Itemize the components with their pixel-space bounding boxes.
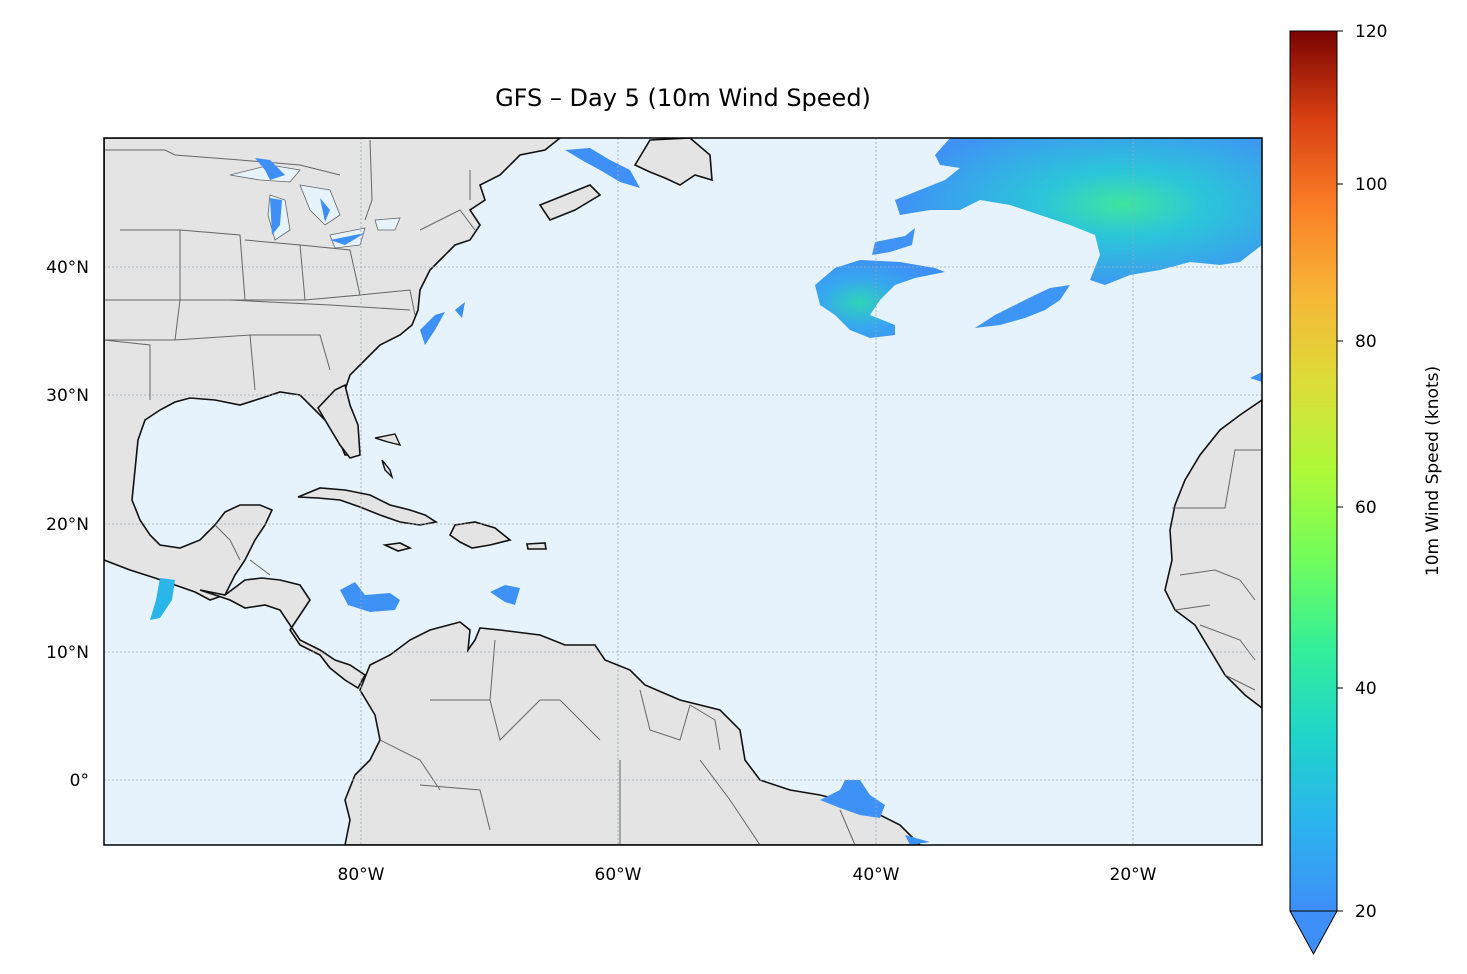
y-tick-10n: 10°N bbox=[46, 643, 89, 663]
wind-tehuantepec bbox=[150, 578, 175, 620]
colorbar-gradient bbox=[1289, 30, 1338, 912]
colorbar-tick-100: 100 bbox=[1355, 175, 1387, 195]
colorbar: 120 100 80 60 40 20 10m Wind Speed (knot… bbox=[1289, 22, 1443, 956]
land-nova-scotia bbox=[538, 184, 602, 221]
land-south-america bbox=[344, 621, 922, 845]
land-central-america bbox=[199, 577, 367, 690]
wind-field bbox=[150, 138, 1262, 845]
land-cuba bbox=[297, 487, 439, 526]
colorbar-ticks bbox=[1337, 30, 1343, 912]
colorbar-label: 10m Wind Speed (knots) bbox=[1423, 366, 1443, 576]
x-axis-labels: 80°W 60°W 40°W 20°W bbox=[338, 865, 1157, 885]
wind-great-lakes bbox=[255, 158, 365, 245]
wind-lesser-antilles bbox=[490, 585, 520, 605]
wind-azores-arm bbox=[975, 285, 1070, 328]
land-jamaica bbox=[382, 542, 413, 552]
colorbar-tick-40: 40 bbox=[1355, 679, 1377, 699]
land-bahamas bbox=[374, 433, 402, 480]
wind-us-coast bbox=[420, 302, 465, 345]
colorbar-tick-20: 20 bbox=[1355, 902, 1377, 922]
map-title: GFS – Day 5 (10m Wind Speed) bbox=[495, 84, 871, 112]
y-tick-20n: 20°N bbox=[46, 515, 89, 535]
wind-gulf-saint-lawrence bbox=[565, 148, 640, 188]
map-frame bbox=[103, 137, 1263, 846]
y-tick-0: 0° bbox=[70, 771, 89, 791]
land-newfoundland bbox=[633, 138, 713, 186]
land-florida bbox=[317, 383, 361, 459]
wind-northeast-atlantic bbox=[895, 138, 1262, 285]
political-borders bbox=[104, 139, 1262, 845]
land-africa bbox=[1164, 399, 1262, 710]
land-puerto-rico bbox=[526, 542, 547, 550]
colorbar-tick-80: 80 bbox=[1355, 332, 1377, 352]
colorbar-tick-60: 60 bbox=[1355, 498, 1377, 518]
colorbar-extend-arrow bbox=[1289, 910, 1338, 956]
x-tick-80w: 80°W bbox=[338, 865, 385, 885]
colorbar-tick-120: 120 bbox=[1355, 22, 1387, 42]
wind-central-atlantic bbox=[815, 260, 945, 338]
x-tick-20w: 20°W bbox=[1110, 865, 1157, 885]
y-axis-labels: 40°N 30°N 20°N 10°N 0° bbox=[46, 258, 89, 791]
wind-caribbean bbox=[340, 582, 400, 612]
wind-equatorial bbox=[820, 780, 930, 845]
y-tick-40n: 40°N bbox=[46, 258, 89, 278]
land-north-america bbox=[104, 138, 562, 601]
x-tick-60w: 60°W bbox=[595, 865, 642, 885]
gridlines bbox=[104, 138, 1262, 845]
wind-central-atlantic-arm bbox=[872, 228, 915, 255]
wind-africa-coast bbox=[1250, 372, 1262, 382]
x-tick-40w: 40°W bbox=[853, 865, 900, 885]
y-tick-30n: 30°N bbox=[46, 386, 89, 406]
